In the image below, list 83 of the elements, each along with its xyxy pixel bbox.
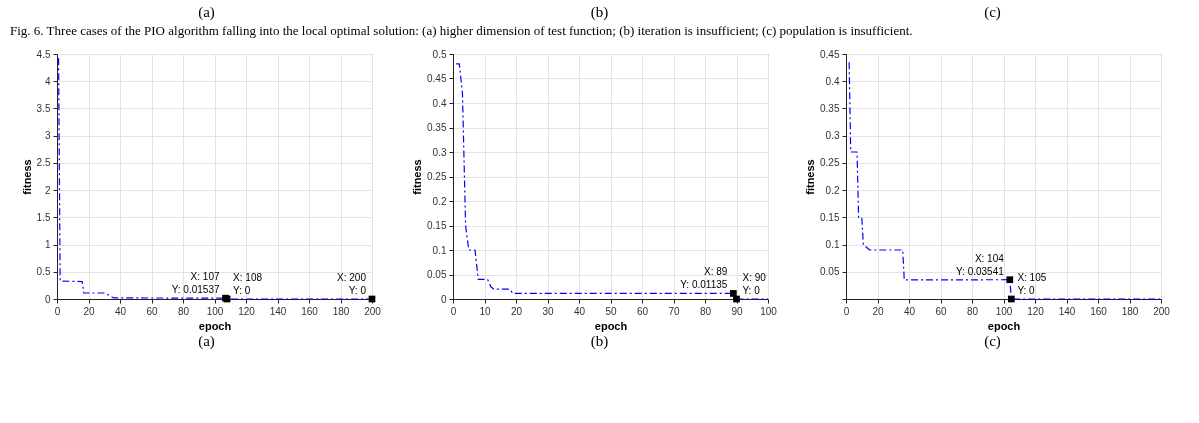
y-axis-title: fitness bbox=[410, 159, 423, 195]
text: (b) bbox=[589, 333, 610, 350]
y-tick-label: 3.5 bbox=[36, 102, 51, 114]
x-tick-label: 200 bbox=[1152, 305, 1170, 317]
x-tick-label: 0 bbox=[843, 305, 850, 317]
annotation: X: 104 Y: 0.03541 bbox=[955, 252, 1004, 277]
y-tick-label: 0.2 bbox=[825, 184, 840, 196]
y-tick-label: 0.05 bbox=[819, 266, 840, 278]
x-tick-label: 160 bbox=[300, 305, 318, 317]
x-tick-label: 20 bbox=[510, 305, 522, 317]
text: (a) bbox=[197, 333, 216, 350]
x-tick-label: 80 bbox=[177, 305, 189, 317]
annotation: X: 108 Y: 0 bbox=[232, 272, 262, 296]
y-tick-label: 0.25 bbox=[426, 171, 447, 182]
annotation: X: 90 Y: 0 bbox=[742, 272, 766, 296]
y-tick-label: 0.5 bbox=[432, 48, 447, 60]
y-tick-label: 0.25 bbox=[819, 157, 840, 169]
x-tick-label: 0 bbox=[54, 305, 61, 317]
y-tick-label: 1.5 bbox=[36, 211, 51, 223]
x-tick-label: 50 bbox=[604, 305, 617, 317]
y-tick-label: 0.3 bbox=[432, 146, 447, 158]
x-axis-title: epoch bbox=[594, 319, 627, 332]
x-tick-label: 70 bbox=[667, 305, 680, 317]
annotation: X: 200 Y: 0 bbox=[336, 272, 366, 296]
x-tick-label: 180 bbox=[332, 305, 350, 317]
x-tick-label: 80 bbox=[699, 305, 711, 317]
x-tick-label: 100 bbox=[206, 305, 224, 317]
y-tick-label: 3 bbox=[44, 130, 51, 142]
y-tick-label: 0 bbox=[440, 293, 447, 305]
y-tick-label: 0.3 bbox=[825, 130, 840, 142]
x-tick-label: 10 bbox=[478, 305, 491, 317]
x-tick-label: 60 bbox=[145, 305, 158, 317]
x-tick-label: 180 bbox=[1121, 305, 1139, 317]
y-tick-label: 0.15 bbox=[426, 220, 447, 231]
y-tick-label: 4 bbox=[44, 75, 51, 87]
y-tick-label: 2 bbox=[44, 184, 51, 196]
caption: Fig. 6. Three cases of the PIO algorithm falling into the local optimal solution: (a) higher dimension of test function; (b) iteration is insufficient; (c) population is insufficient. bbox=[10, 23, 914, 39]
x-tick-label: 40 bbox=[573, 305, 585, 317]
x-tick-label: 30 bbox=[541, 305, 554, 317]
x-tick-label: 20 bbox=[82, 305, 95, 317]
x-axis-title: epoch bbox=[987, 319, 1020, 332]
y-tick-label: 0.35 bbox=[819, 102, 840, 114]
y-axis-title: fitness bbox=[803, 159, 816, 195]
x-tick-label: 60 bbox=[636, 305, 648, 317]
annotation: X: 107 Y: 0.01537 bbox=[171, 271, 220, 296]
text: (b) bbox=[589, 4, 610, 21]
x-tick-label: 120 bbox=[237, 305, 255, 317]
x-tick-label: 40 bbox=[903, 305, 915, 317]
y-tick-label: 0.4 bbox=[432, 97, 447, 109]
x-tick-label: 140 bbox=[1058, 305, 1076, 317]
x-tick-label: 60 bbox=[934, 305, 947, 317]
y-tick-label: 0.45 bbox=[426, 73, 447, 84]
x-tick-label: 0 bbox=[450, 305, 457, 317]
y-tick-label: 0.45 bbox=[819, 48, 840, 60]
y-tick-label: 0.2 bbox=[432, 195, 447, 207]
y-tick-label: 4.5 bbox=[36, 48, 51, 60]
y-tick-label: 0.35 bbox=[426, 122, 447, 133]
y-tick-label: 0.05 bbox=[426, 269, 447, 280]
x-tick-label: 200 bbox=[363, 305, 381, 317]
x-tick-label: 100 bbox=[759, 305, 777, 317]
x-tick-label: 80 bbox=[966, 305, 978, 317]
x-tick-label: 40 bbox=[114, 305, 126, 317]
annotation: X: 89 Y: 0.01135 bbox=[679, 266, 728, 291]
x-tick-label: 100 bbox=[995, 305, 1013, 317]
text: (c) bbox=[983, 333, 1002, 350]
annotation: X: 105 Y: 0 bbox=[1016, 272, 1047, 296]
y-tick-label: 0.1 bbox=[432, 244, 447, 256]
x-tick-label: 90 bbox=[730, 305, 743, 317]
y-axis-title: fitness bbox=[20, 159, 33, 195]
y-tick-label: 0.4 bbox=[825, 75, 840, 87]
x-tick-label: 140 bbox=[269, 305, 287, 317]
y-tick-label: 0.1 bbox=[825, 239, 840, 251]
text: (a) bbox=[197, 4, 216, 21]
x-tick-label: 120 bbox=[1026, 305, 1044, 317]
text: (c) bbox=[983, 4, 1002, 21]
y-tick-label: 0.5 bbox=[36, 266, 51, 278]
x-tick-label: 160 bbox=[1089, 305, 1107, 317]
y-tick-label: 1 bbox=[44, 239, 51, 251]
x-tick-label: 20 bbox=[871, 305, 884, 317]
y-tick-label: 2.5 bbox=[36, 157, 51, 169]
y-tick-label: 0.15 bbox=[819, 211, 840, 223]
y-tick-label: 0 bbox=[44, 293, 51, 305]
x-axis-title: epoch bbox=[198, 319, 231, 332]
